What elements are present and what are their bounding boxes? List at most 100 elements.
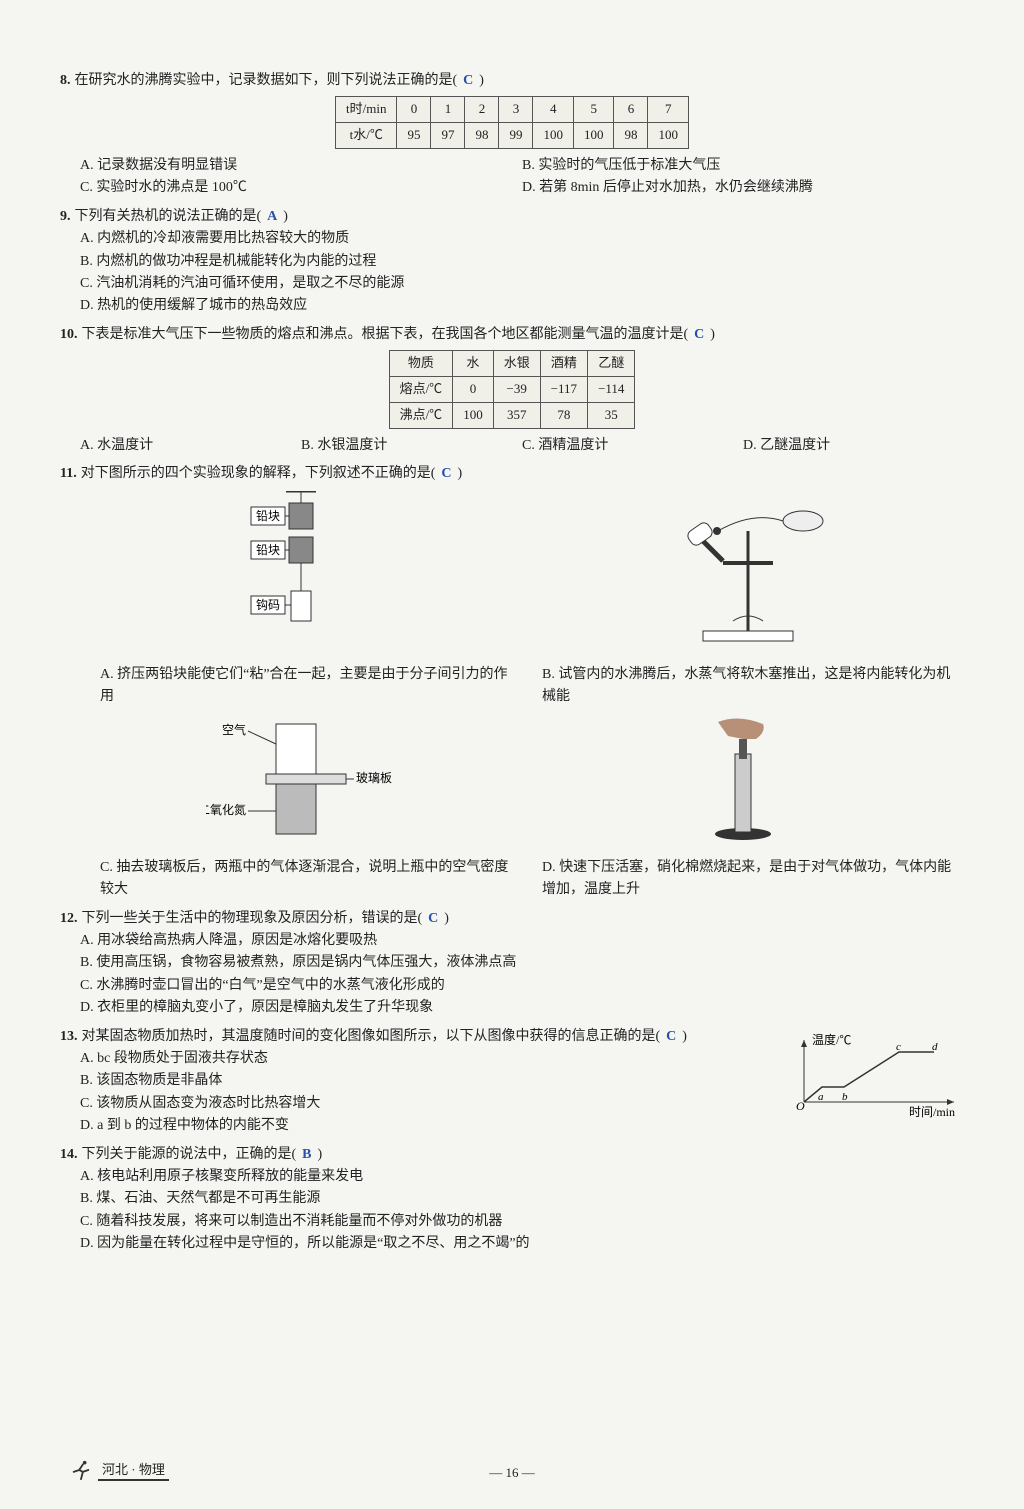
q11-opt-d: D. 快速下压活塞，硝化棉燃烧起来，是由于对气体做功，气体内能增加，温度上升 — [522, 857, 964, 902]
q12-answer: C — [422, 908, 444, 930]
q14-num: 14. — [60, 1144, 78, 1166]
cell: 98 — [465, 123, 499, 149]
question-13: 13. 对某固态物质加热时，其温度随时间的变化图像如图所示，以下从图像中获得的信… — [60, 1026, 964, 1138]
q8-opt-b: B. 实验时的气压低于标准大气压 — [522, 155, 964, 177]
label: 铅块 — [256, 543, 280, 557]
q12-opt-c: C. 水沸腾时壶口冒出的“白气”是空气中的水蒸气液化形成的 — [80, 975, 964, 997]
label: d — [932, 1041, 938, 1053]
q12-num: 12. — [60, 908, 78, 930]
cell: 100 — [573, 123, 614, 149]
label: O — [796, 1099, 805, 1113]
q13-num: 13. — [60, 1026, 78, 1048]
q8-answer: C — [457, 70, 479, 92]
page-footer: 河北 · 物理 — 16 — — [0, 1465, 1024, 1481]
q11-figure-c: 空气 玻璃板 二氧化氮 — [80, 714, 522, 852]
q10-text: 下表是标准大气压下一些物质的熔点和沸点。根据下表，在我国各个地区都能测量气温的温… — [82, 324, 689, 346]
q8-opt-d: D. 若第 8min 后停止对水加热，水仍会继续沸腾 — [522, 177, 964, 199]
q11-figure-a: 铅块 铅块 钩码 — [80, 491, 522, 659]
q8-opt-c: C. 实验时水的沸点是 100℃ — [80, 177, 522, 199]
table-row: 熔点/℃ 0 −39 −117 −114 — [389, 376, 635, 402]
q14-opt-d: D. 因为能量在转化过程中是守恒的，所以能源是“取之不尽、用之不竭”的 — [80, 1233, 964, 1255]
question-10: 10. 下表是标准大气压下一些物质的熔点和沸点。根据下表，在我国各个地区都能测量… — [60, 324, 964, 457]
q8-text: 在研究水的沸腾实验中，记录数据如下，则下列说法正确的是( — [75, 70, 458, 92]
q12-opt-b: B. 使用高压锅，食物容易被煮熟，原因是锅内气体压强大，液体沸点高 — [80, 952, 964, 974]
q11-answer: C — [435, 463, 457, 485]
cell: 98 — [614, 123, 648, 149]
cell: 100 — [533, 123, 574, 149]
footer-label: 河北 · 物理 — [98, 1459, 169, 1481]
label: 时间/min — [909, 1105, 955, 1119]
q11-figure-d — [522, 714, 964, 852]
q8-tail: ) — [479, 70, 484, 92]
cell: 357 — [493, 402, 540, 428]
q10-tail: ) — [710, 324, 715, 346]
q11-num: 11. — [60, 463, 77, 485]
cell: −114 — [588, 376, 635, 402]
cell: 1 — [431, 97, 465, 123]
q14-tail: ) — [318, 1144, 323, 1166]
runner-icon — [70, 1459, 92, 1481]
q9-opt-a: A. 内燃机的冷却液需要用比热容较大的物质 — [80, 228, 964, 250]
cell: 熔点/℃ — [389, 376, 453, 402]
q14-answer: B — [296, 1144, 317, 1166]
label: 铅块 — [256, 509, 280, 523]
label: 空气 — [222, 722, 246, 737]
cell: 4 — [533, 97, 574, 123]
q12-tail: ) — [444, 908, 449, 930]
question-12: 12. 下列一些关于生活中的物理现象及原因分析，错误的是( C ) A. 用冰袋… — [60, 908, 964, 1020]
label: a — [818, 1091, 824, 1103]
q14-text: 下列关于能源的说法中，正确的是( — [82, 1144, 297, 1166]
cell: t时/min — [336, 97, 397, 123]
q11-figure-b — [522, 491, 964, 659]
cell: 100 — [453, 402, 494, 428]
cell: 0 — [453, 376, 494, 402]
q9-tail: ) — [283, 206, 288, 228]
cell: 乙醚 — [588, 351, 635, 377]
q9-opt-b: B. 内燃机的做功冲程是机械能转化为内能的过程 — [80, 251, 964, 273]
question-11: 11. 对下图所示的四个实验现象的解释，下列叙述不正确的是( C ) 铅块 铅块 — [60, 463, 964, 902]
q12-text: 下列一些关于生活中的物理现象及原因分析，错误的是( — [82, 908, 423, 930]
table-row: 沸点/℃ 100 357 78 35 — [389, 402, 635, 428]
q8-opt-a: A. 记录数据没有明显错误 — [80, 155, 522, 177]
cell: −39 — [493, 376, 540, 402]
cell: 物质 — [389, 351, 453, 377]
q10-opt-d: D. 乙醚温度计 — [743, 435, 964, 457]
label: 温度/℃ — [812, 1032, 851, 1047]
cell: 99 — [499, 123, 533, 149]
q11-text: 对下图所示的四个实验现象的解释，下列叙述不正确的是( — [81, 463, 436, 485]
q13-text: 对某固态物质加热时，其温度随时间的变化图像如图所示，以下从图像中获得的信息正确的… — [82, 1026, 661, 1048]
q11-opt-a: A. 挤压两铅块能使它们“粘”合在一起，主要是由于分子间引力的作用 — [80, 664, 522, 709]
cell: 97 — [431, 123, 465, 149]
cell: 5 — [573, 97, 614, 123]
q11-opt-c: C. 抽去玻璃板后，两瓶中的气体逐渐混合，说明上瓶中的空气密度较大 — [80, 857, 522, 902]
q12-opt-d: D. 衣柜里的樟脑丸变小了，原因是樟脑丸发生了升华现象 — [80, 997, 964, 1019]
q13-opt-d: D. a 到 b 的过程中物体的内能不变 — [80, 1115, 720, 1137]
q13-opt-c: C. 该物质从固态变为液态时比热容增大 — [80, 1093, 720, 1115]
label: c — [896, 1041, 901, 1053]
q13-opt-b: B. 该固态物质是非晶体 — [80, 1070, 720, 1092]
cell: 3 — [499, 97, 533, 123]
cell: 水 — [453, 351, 494, 377]
cell: 水银 — [493, 351, 540, 377]
q10-opt-b: B. 水银温度计 — [301, 435, 522, 457]
cell: 6 — [614, 97, 648, 123]
q11-opt-b: B. 试管内的水沸腾后，水蒸气将软木塞推出，这是将内能转化为机械能 — [522, 664, 964, 709]
q10-answer: C — [688, 324, 710, 346]
question-9: 9. 下列有关热机的说法正确的是( A ) A. 内燃机的冷却液需要用比热容较大… — [60, 206, 964, 318]
q9-answer: A — [261, 206, 283, 228]
page-number: — 16 — — [489, 1465, 535, 1480]
q14-opt-b: B. 煤、石油、天然气都是不可再生能源 — [80, 1188, 964, 1210]
q10-opt-c: C. 酒精温度计 — [522, 435, 743, 457]
q9-opt-c: C. 汽油机消耗的汽油可循环使用，是取之不尽的能源 — [80, 273, 964, 295]
cell: −117 — [540, 376, 587, 402]
cell: t水/℃ — [336, 123, 397, 149]
cell: 35 — [588, 402, 635, 428]
q9-num: 9. — [60, 206, 71, 228]
label: b — [842, 1091, 848, 1103]
table-row: 物质 水 水银 酒精 乙醚 — [389, 351, 635, 377]
cell: 100 — [648, 123, 689, 149]
label: 玻璃板 — [356, 771, 392, 785]
exam-page: 8. 在研究水的沸腾实验中，记录数据如下，则下列说法正确的是( C ) t时/m… — [0, 0, 1024, 1509]
q8-table: t时/min 0 1 2 3 4 5 6 7 t水/℃ 95 97 98 99 … — [335, 96, 689, 149]
label: 钩码 — [256, 598, 280, 612]
